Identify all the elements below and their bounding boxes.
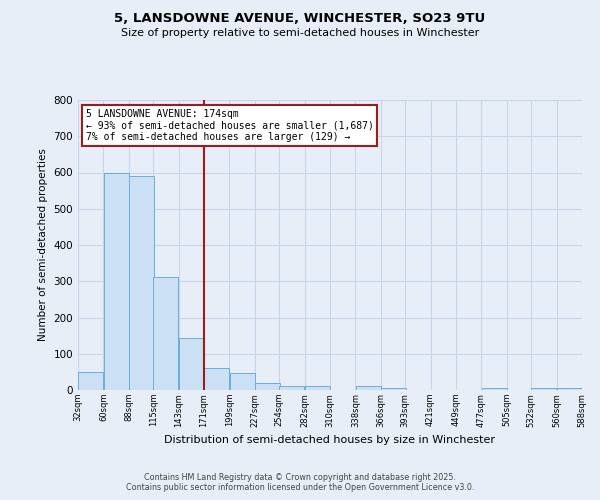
Text: Size of property relative to semi-detached houses in Winchester: Size of property relative to semi-detach… <box>121 28 479 38</box>
Text: 5, LANSDOWNE AVENUE, WINCHESTER, SO23 9TU: 5, LANSDOWNE AVENUE, WINCHESTER, SO23 9T… <box>115 12 485 26</box>
Bar <box>557 388 582 390</box>
Bar <box>230 374 254 390</box>
Bar <box>179 338 204 390</box>
Text: Contains HM Land Registry data © Crown copyright and database right 2025.
Contai: Contains HM Land Registry data © Crown c… <box>126 473 474 492</box>
Bar <box>482 388 506 390</box>
Bar <box>255 384 280 390</box>
Bar <box>356 386 380 390</box>
Bar <box>280 386 304 390</box>
X-axis label: Distribution of semi-detached houses by size in Winchester: Distribution of semi-detached houses by … <box>164 435 496 445</box>
Bar <box>532 388 556 390</box>
Text: 5 LANSDOWNE AVENUE: 174sqm
← 93% of semi-detached houses are smaller (1,687)
7% : 5 LANSDOWNE AVENUE: 174sqm ← 93% of semi… <box>86 108 373 142</box>
Y-axis label: Number of semi-detached properties: Number of semi-detached properties <box>38 148 48 342</box>
Bar <box>129 176 154 390</box>
Bar <box>78 372 103 390</box>
Bar <box>104 172 128 390</box>
Bar <box>204 368 229 390</box>
Bar <box>154 277 178 390</box>
Bar <box>381 388 406 390</box>
Bar <box>305 386 330 390</box>
